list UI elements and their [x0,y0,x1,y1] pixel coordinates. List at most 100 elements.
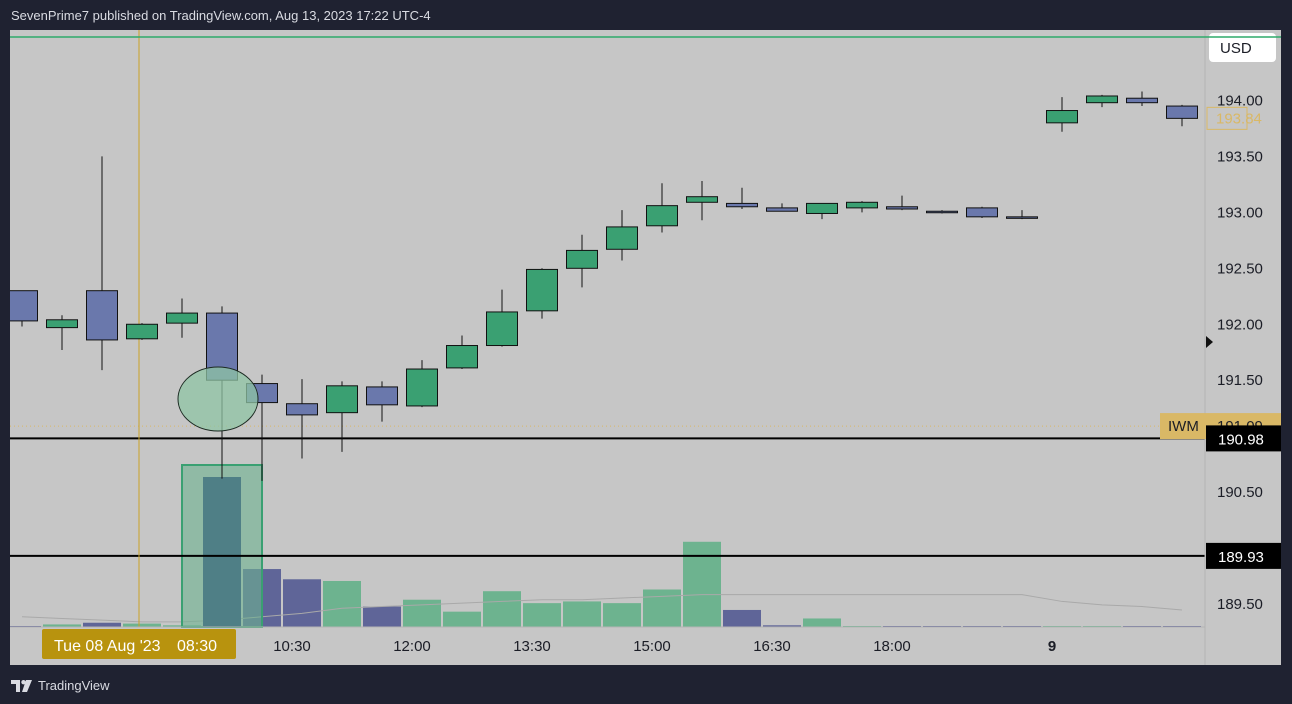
ticker-symbol: IWM [1168,418,1199,435]
volume-bar [763,625,801,627]
volume-bar [443,611,481,627]
price-tick-label: 189.50 [1217,596,1263,613]
volume-bar [723,609,761,627]
last-price-label: 193.84 [1216,110,1262,127]
candle [526,268,558,319]
price-tick-label: 190.50 [1217,484,1263,501]
candle [446,335,478,370]
candle-body [406,368,438,407]
time-tick-label: 12:00 [393,638,431,655]
footer: TradingView [11,676,110,696]
candle-body [126,323,158,340]
candle-body [686,196,718,203]
volume-bar [643,589,681,627]
candle [726,187,758,210]
candle-body [526,268,558,312]
last-price-box [1206,106,1248,130]
candle [886,195,918,211]
currency-label: USD [1220,40,1252,57]
candle [766,203,798,212]
candle-body [846,201,878,209]
volume-bar [603,603,641,627]
crosshair-date-box [42,629,236,659]
candle-body [926,210,958,214]
candle-body [726,202,758,208]
candle-body [646,205,678,227]
volume-bar [283,579,321,627]
candle-body [1126,97,1158,104]
chart-frame[interactable]: 194.00 193.50 193.00 192.50 192.00 191.50 190.… [10,30,1281,665]
level-label-bg [1206,542,1281,569]
crosshair-time-label: 08:30 [177,638,217,655]
candle [1046,97,1078,132]
volume-bar [83,622,121,627]
candle-body [606,226,638,250]
time-tick-label: 16:30 [753,638,791,655]
candle [1126,91,1158,107]
scroll-right-arrow-icon [1206,336,1213,348]
volume-bar [523,603,561,627]
volume-bar [803,618,841,627]
candle [326,381,358,452]
candle [966,206,998,218]
candlestick-chart[interactable]: 194.00 193.50 193.00 192.50 192.00 191.50 190.… [10,30,1281,665]
candle [1086,94,1118,108]
candle-body [286,403,318,416]
time-tick-label: 10:30 [273,638,311,655]
published-text: SevenPrime7 published on TradingView.com… [11,8,431,23]
candle-body [366,386,398,406]
price-axis[interactable]: 194.00 193.50 193.00 192.50 192.00 191.50 190.… [1160,30,1281,665]
currency-button[interactable]: USD [1209,33,1276,62]
volume-highlight-box [181,464,263,628]
volume-bar [43,624,81,627]
time-axis[interactable]: 10:30 12:00 13:30 15:00 16:30 18:00 9 Tue 08 Au… [10,626,1205,659]
time-tick-label: 18:00 [873,638,911,655]
tradingview-logo-icon [11,680,33,692]
candle-body [446,345,478,369]
candle [806,202,838,220]
candle [1166,104,1198,127]
candle [86,156,118,371]
level-price-label: 189.93 [1218,549,1264,566]
candles [10,91,1198,481]
candle-body [1046,110,1078,124]
candle [846,201,878,213]
price-tick-label: 192.50 [1217,260,1263,277]
crosshair-date-label: Tue 08 Aug '23 [54,638,161,655]
candle-body [326,385,358,414]
currency-button-bg [1209,33,1276,62]
candle-body [86,290,118,341]
candle-body [566,249,598,269]
time-tick-label: 9 [1048,638,1056,655]
price-tick-label: 193.50 [1217,148,1263,165]
candle-body [486,311,518,347]
candle [366,381,398,422]
candle-body [46,319,78,329]
candle-body [1006,216,1038,219]
price-tick-label: 192.00 [1217,316,1263,333]
time-tick-label: 15:00 [633,638,671,655]
volume-bar [483,591,521,627]
candle [606,210,638,261]
volume-bar [123,623,161,627]
candle [566,234,598,288]
volume-bar [363,606,401,627]
candle [1006,210,1038,220]
publication-info: SevenPrime7 published on TradingView.com… [11,6,431,26]
candle-body [806,202,838,214]
candle-body [886,206,918,210]
highlight-ellipse [177,366,259,432]
candle [126,323,158,340]
candle [46,315,78,350]
price-tick-label: 193.00 [1217,204,1263,221]
candle-body [766,207,798,212]
candle [926,210,958,214]
price-tick-label: 191.50 [1217,372,1263,389]
level-label-bg [1206,425,1281,452]
candle [646,183,678,233]
level-price-label: 190.98 [1218,431,1264,448]
candle [10,290,38,327]
candle [166,298,198,338]
footer-brand: TradingView [38,678,110,693]
highlight-ellipse-shape [177,366,259,432]
